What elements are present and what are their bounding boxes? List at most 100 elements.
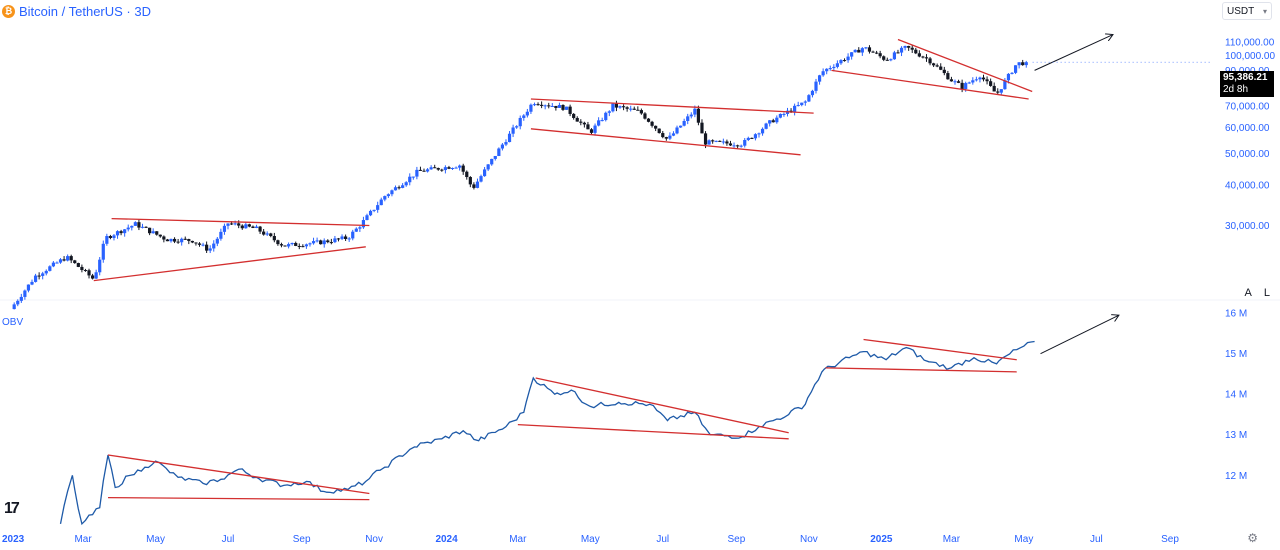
candle[interactable] [547, 105, 551, 107]
candle[interactable] [254, 226, 259, 228]
candle[interactable] [404, 182, 408, 186]
candle[interactable] [796, 105, 800, 107]
candle[interactable] [183, 238, 187, 240]
candle[interactable] [935, 65, 939, 67]
candle[interactable] [80, 266, 84, 271]
candle[interactable] [675, 127, 679, 134]
candle[interactable] [664, 137, 668, 139]
candle[interactable] [66, 256, 70, 261]
candle[interactable] [222, 225, 227, 232]
candle[interactable] [301, 246, 305, 248]
candle[interactable] [411, 176, 415, 178]
candle[interactable] [493, 155, 497, 159]
candle[interactable] [76, 263, 80, 267]
candle[interactable] [540, 104, 544, 106]
candle[interactable] [197, 243, 202, 245]
candle[interactable] [251, 226, 255, 228]
candle[interactable] [771, 120, 775, 123]
candle[interactable] [625, 107, 629, 109]
candle[interactable] [621, 106, 626, 108]
candle[interactable] [814, 81, 818, 91]
candle[interactable] [48, 266, 52, 271]
projection-arrow[interactable] [1034, 35, 1113, 71]
trendline[interactable] [111, 217, 370, 227]
candle[interactable] [703, 133, 708, 145]
candle[interactable] [543, 105, 547, 107]
candle[interactable] [636, 109, 640, 111]
obv-trendline[interactable] [108, 496, 370, 501]
trendline[interactable] [897, 38, 1033, 93]
candle[interactable] [461, 165, 465, 172]
gear-icon[interactable]: ⚙ [1247, 531, 1258, 545]
candle[interactable] [123, 229, 127, 234]
candle[interactable] [618, 106, 622, 108]
candle[interactable] [589, 129, 594, 133]
candle[interactable] [237, 223, 241, 226]
candle[interactable] [393, 187, 398, 191]
candle[interactable] [760, 128, 765, 134]
candle[interactable] [629, 108, 633, 110]
candle[interactable] [379, 199, 383, 206]
candle[interactable] [864, 47, 868, 49]
candle[interactable] [721, 141, 725, 143]
candle[interactable] [529, 104, 533, 112]
candle[interactable] [311, 241, 316, 244]
candle[interactable] [458, 165, 462, 168]
candle[interactable] [386, 194, 390, 197]
candle[interactable] [358, 227, 362, 229]
candle[interactable] [782, 113, 786, 115]
candle[interactable] [233, 223, 237, 225]
candle[interactable] [133, 222, 137, 226]
candle[interactable] [899, 47, 904, 53]
candle[interactable] [515, 126, 519, 128]
candle[interactable] [69, 256, 73, 261]
candle[interactable] [511, 127, 515, 134]
candle[interactable] [443, 167, 447, 171]
candle[interactable] [600, 120, 604, 122]
candle[interactable] [422, 170, 426, 172]
candle[interactable] [800, 102, 804, 106]
candle[interactable] [832, 66, 836, 69]
candle[interactable] [607, 111, 611, 113]
candle[interactable] [582, 122, 586, 125]
candle[interactable] [646, 118, 651, 122]
candle[interactable] [315, 240, 319, 242]
candle[interactable] [272, 236, 276, 241]
candle[interactable] [112, 235, 116, 238]
candle[interactable] [340, 236, 344, 239]
candle[interactable] [1010, 72, 1014, 74]
candle[interactable] [1006, 73, 1011, 81]
candle[interactable] [347, 238, 351, 240]
candle[interactable] [853, 49, 857, 53]
candle[interactable] [860, 48, 864, 53]
candle[interactable] [661, 133, 665, 138]
candle[interactable] [368, 210, 373, 216]
candle[interactable] [525, 111, 529, 116]
trendline[interactable] [530, 128, 801, 156]
candle[interactable] [757, 133, 761, 135]
candle[interactable] [336, 238, 341, 240]
candle[interactable] [604, 112, 608, 121]
candle[interactable] [882, 56, 886, 60]
candle[interactable] [286, 244, 291, 247]
candle[interactable] [108, 236, 113, 238]
candle[interactable] [885, 59, 889, 61]
candle[interactable] [746, 137, 750, 141]
trendline[interactable] [93, 246, 366, 282]
candle[interactable] [58, 259, 63, 263]
candle[interactable] [857, 49, 861, 53]
candle[interactable] [276, 240, 280, 245]
candle[interactable] [376, 205, 380, 210]
candle[interactable] [846, 56, 850, 61]
candle[interactable] [83, 270, 88, 272]
candle[interactable] [939, 66, 943, 70]
obv-line[interactable] [59, 340, 1035, 526]
auto-scale-button[interactable]: A [1244, 287, 1252, 299]
candle[interactable] [30, 281, 34, 285]
candle[interactable] [172, 238, 177, 242]
candle[interactable] [247, 224, 251, 227]
candle[interactable] [269, 233, 273, 237]
candle[interactable] [475, 181, 480, 188]
candle[interactable] [903, 45, 907, 48]
candle[interactable] [575, 117, 579, 122]
